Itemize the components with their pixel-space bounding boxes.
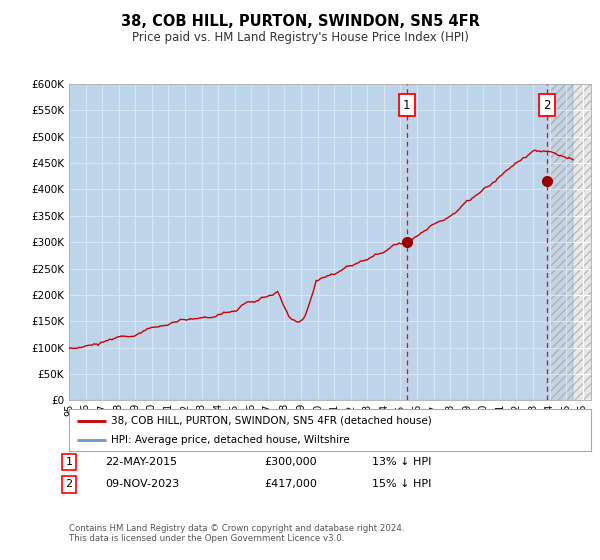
Text: £300,000: £300,000: [264, 457, 317, 467]
Text: 15% ↓ HPI: 15% ↓ HPI: [372, 479, 431, 489]
Text: 1: 1: [65, 457, 73, 467]
Text: 22-MAY-2015: 22-MAY-2015: [105, 457, 177, 467]
Text: Contains HM Land Registry data © Crown copyright and database right 2024.
This d: Contains HM Land Registry data © Crown c…: [69, 524, 404, 543]
Text: £417,000: £417,000: [264, 479, 317, 489]
Text: Price paid vs. HM Land Registry's House Price Index (HPI): Price paid vs. HM Land Registry's House …: [131, 31, 469, 44]
Text: 1: 1: [403, 99, 410, 111]
Text: HPI: Average price, detached house, Wiltshire: HPI: Average price, detached house, Wilt…: [111, 435, 349, 445]
Text: 38, COB HILL, PURTON, SWINDON, SN5 4FR: 38, COB HILL, PURTON, SWINDON, SN5 4FR: [121, 14, 479, 29]
Text: 38, COB HILL, PURTON, SWINDON, SN5 4FR (detached house): 38, COB HILL, PURTON, SWINDON, SN5 4FR (…: [111, 416, 431, 426]
Bar: [550, 84, 600, 400]
Text: 09-NOV-2023: 09-NOV-2023: [105, 479, 179, 489]
Text: 2: 2: [544, 99, 551, 111]
Text: 13% ↓ HPI: 13% ↓ HPI: [372, 457, 431, 467]
Text: 2: 2: [65, 479, 73, 489]
